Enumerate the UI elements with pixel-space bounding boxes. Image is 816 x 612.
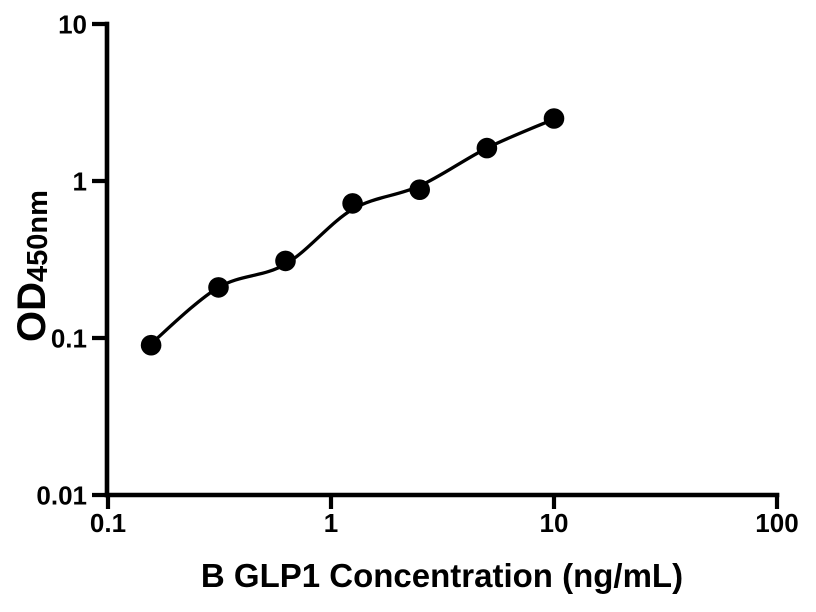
x-tick-label: 1: [324, 508, 338, 538]
x-tick-label: 10: [540, 508, 569, 538]
y-tick-label: 10: [58, 10, 87, 40]
data-point: [476, 137, 498, 159]
data-point: [140, 334, 162, 356]
point-layer: [140, 108, 565, 356]
axes-layer: [104, 21, 780, 498]
y-axis-title-subscript: 450nm: [22, 190, 54, 282]
data-point: [342, 193, 363, 214]
data-point: [208, 277, 229, 298]
y-axis-title: OD450nm: [10, 190, 54, 342]
y-tick-label: 1: [73, 167, 87, 197]
data-point: [543, 108, 565, 129]
x-axis-title: B GLP1 Concentration (ng/mL): [201, 557, 683, 594]
y-axis-title-main: OD: [10, 282, 54, 342]
x-tick-label: 0.1: [90, 508, 126, 538]
y-tick-label: 0.1: [51, 324, 87, 354]
data-point: [409, 179, 431, 200]
x-tick-label: 100: [755, 508, 798, 538]
data-point: [275, 250, 296, 272]
y-tick-label: 0.01: [36, 481, 87, 511]
